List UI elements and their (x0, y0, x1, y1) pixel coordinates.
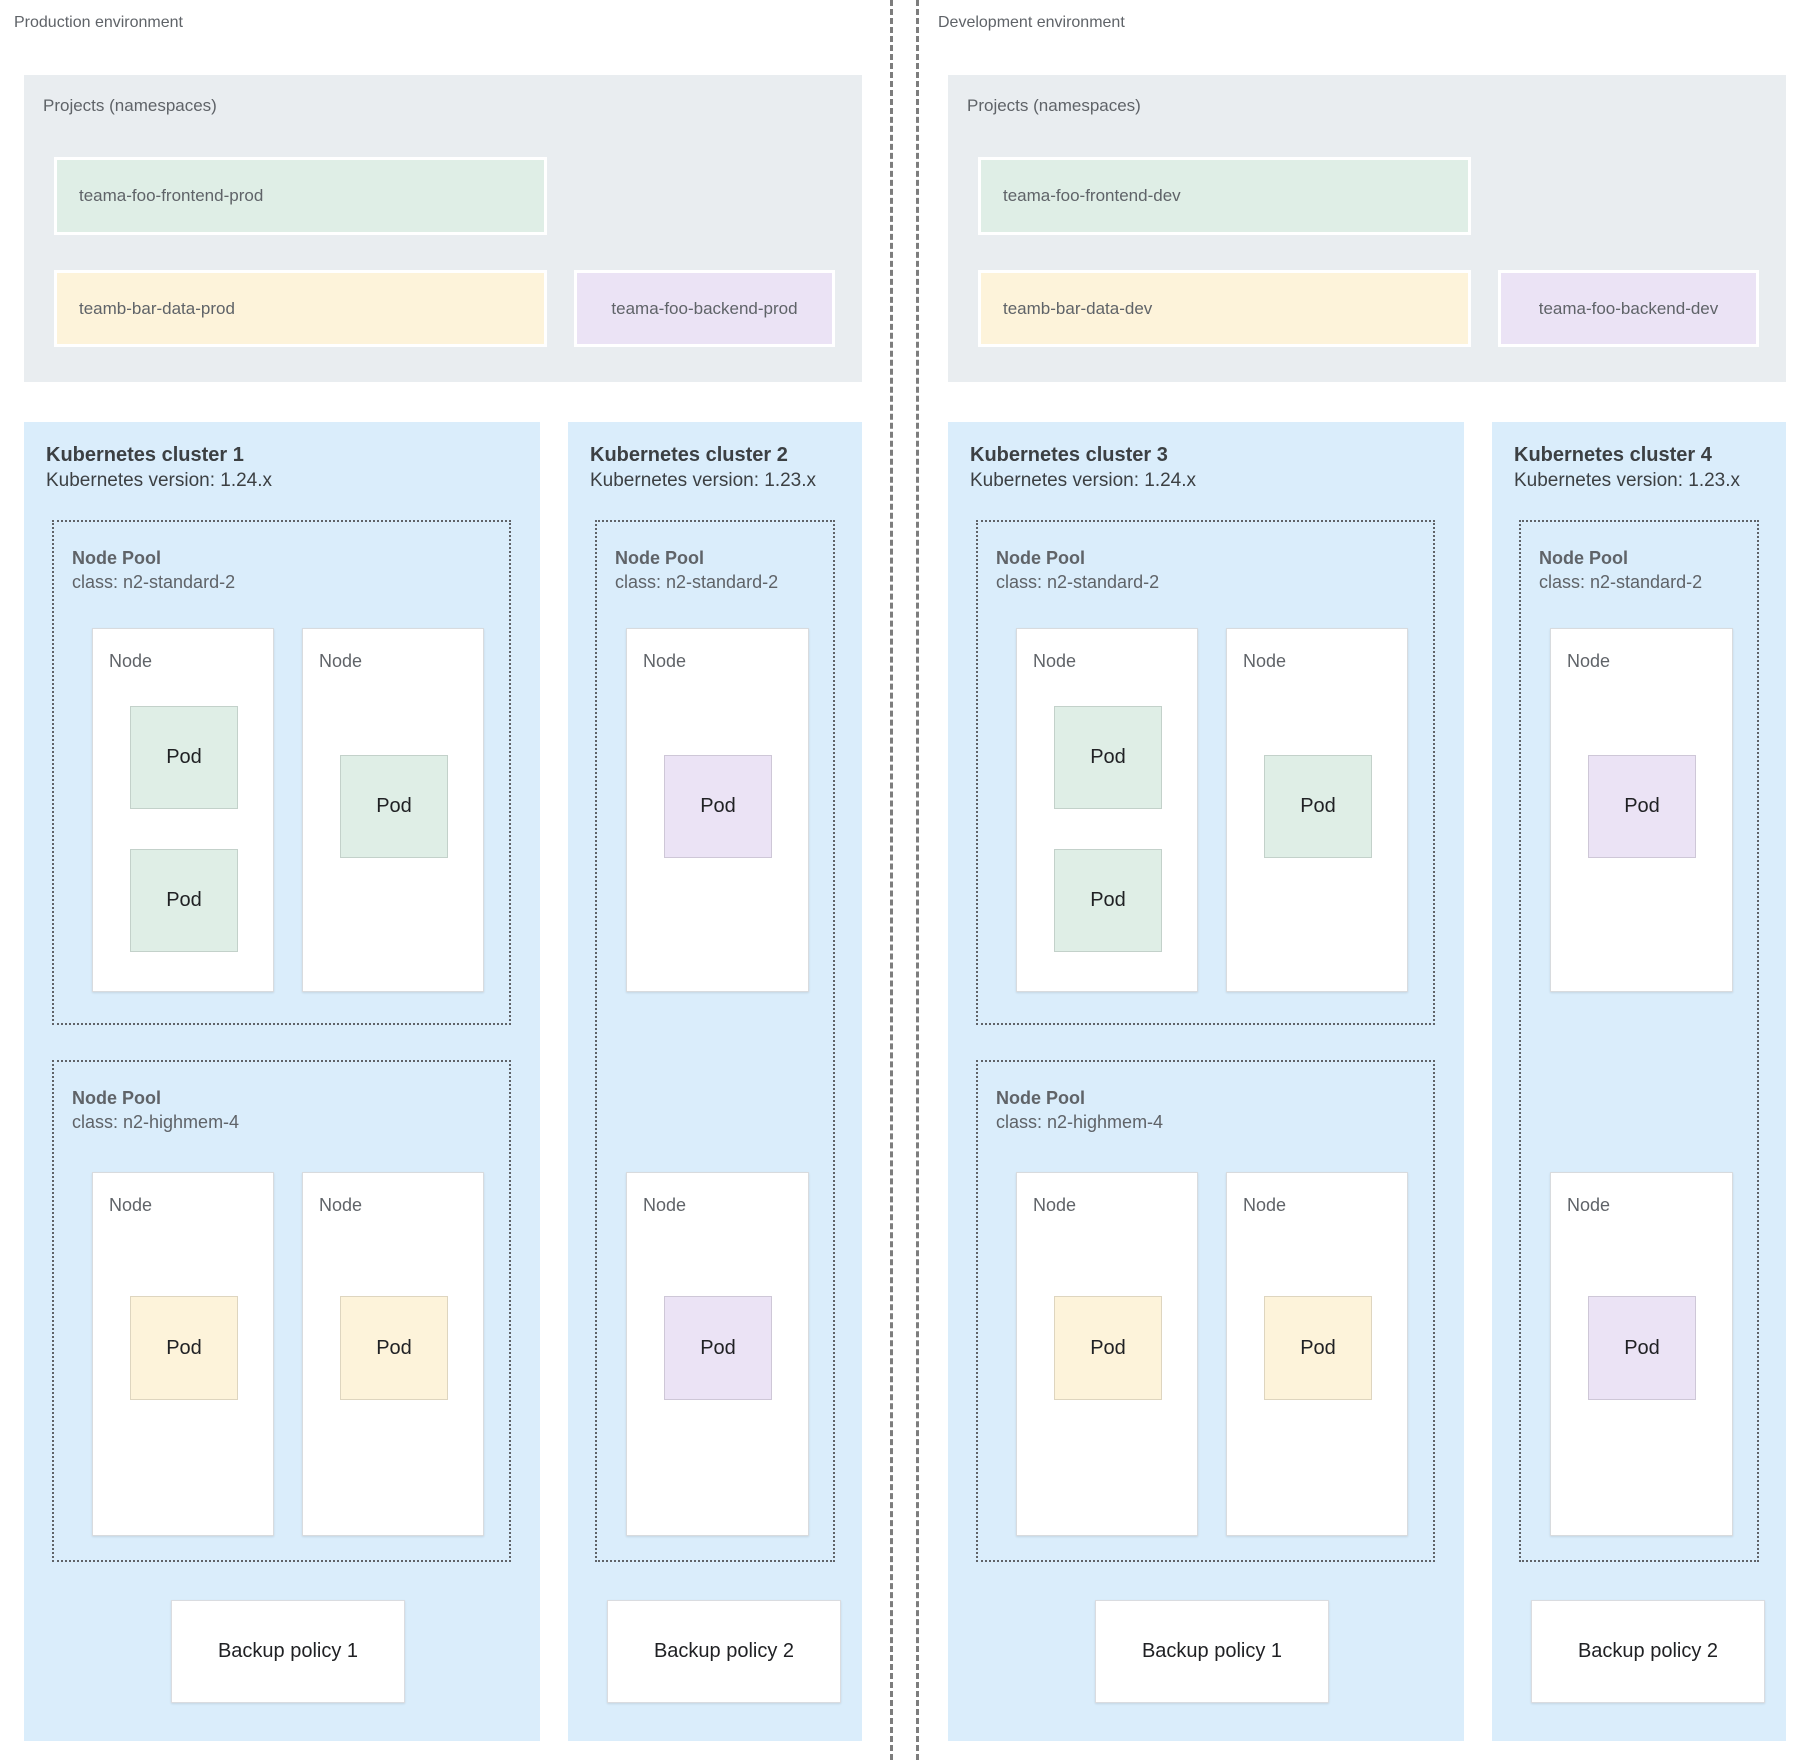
namespace-chip: teama-foo-frontend-dev (978, 157, 1471, 235)
namespace-chip: teama-foo-backend-dev (1498, 270, 1759, 347)
node-pool-title: Node Pool (1539, 548, 1628, 568)
node-box: Node Pod (1226, 1172, 1408, 1536)
cluster-box-2: Kubernetes cluster 2 Kubernetes version:… (568, 422, 862, 1741)
pod-box: Pod (1264, 1296, 1372, 1400)
cluster-version: Kubernetes version: 1.23.x (1514, 470, 1741, 491)
node-label: Node (1243, 651, 1287, 671)
node-pool-title: Node Pool (996, 1088, 1085, 1108)
cluster-version: Kubernetes version: 1.24.x (970, 470, 1197, 491)
cluster-box-4: Kubernetes cluster 4 Kubernetes version:… (1492, 422, 1786, 1741)
environment-label-development: Development environment (938, 14, 1125, 31)
node-box: Node Pod (1550, 1172, 1733, 1536)
cluster-box-3: Kubernetes cluster 3 Kubernetes version:… (948, 422, 1464, 1741)
projects-title: Projects (namespaces) (43, 96, 217, 115)
node-label: Node (319, 651, 363, 671)
node-label: Node (1567, 651, 1611, 671)
pod-box: Pod (1264, 755, 1372, 858)
node-pool: Node Pool class: n2-standard-2 Node Pod … (1519, 520, 1759, 1562)
node-pool-title: Node Pool (996, 548, 1085, 568)
node-pool-title: Node Pool (615, 548, 704, 568)
cluster-version: Kubernetes version: 1.24.x (46, 470, 273, 491)
cluster-title: Kubernetes cluster 2 (590, 444, 788, 466)
node-pool-title: Node Pool (72, 1088, 161, 1108)
cluster-version: Kubernetes version: 1.23.x (590, 470, 817, 491)
node-pool-class: class: n2-standard-2 (72, 572, 236, 592)
backup-policy-box: Backup policy 1 (171, 1600, 405, 1703)
backup-policy-box: Backup policy 2 (1531, 1600, 1765, 1703)
pod-box: Pod (664, 755, 772, 858)
pod-box: Pod (664, 1296, 772, 1400)
node-pool: Node Pool class: n2-highmem-4 Node Pod N… (52, 1060, 511, 1562)
node-label: Node (1033, 651, 1077, 671)
node-box: Node Pod (1016, 1172, 1198, 1536)
node-box: Node Pod (626, 1172, 809, 1536)
node-label: Node (643, 1195, 687, 1215)
node-pool: Node Pool class: n2-standard-2 Node Pod … (595, 520, 835, 1562)
pod-box: Pod (340, 755, 448, 858)
node-pool-title: Node Pool (72, 548, 161, 568)
node-label: Node (1567, 1195, 1611, 1215)
node-label: Node (643, 651, 687, 671)
cluster-title: Kubernetes cluster 3 (970, 444, 1168, 466)
node-box: Node Pod Pod (1016, 628, 1198, 992)
node-pool: Node Pool class: n2-standard-2 Node Pod … (976, 520, 1435, 1025)
environment-divider-line (890, 0, 893, 1760)
node-pool-class: class: n2-highmem-4 (996, 1112, 1164, 1132)
node-label: Node (109, 651, 153, 671)
node-pool-class: class: n2-standard-2 (615, 572, 779, 592)
pod-box: Pod (1054, 849, 1162, 952)
backup-policy-box: Backup policy 1 (1095, 1600, 1329, 1703)
node-label: Node (1243, 1195, 1287, 1215)
pod-box: Pod (130, 849, 238, 952)
environment-label-production: Production environment (14, 14, 183, 31)
node-box: Node Pod (302, 628, 484, 992)
pod-box: Pod (340, 1296, 448, 1400)
pod-box: Pod (1054, 1296, 1162, 1400)
node-box: Node Pod (626, 628, 809, 992)
pod-box: Pod (1588, 1296, 1696, 1400)
pod-box: Pod (1588, 755, 1696, 858)
node-box: Node Pod (1226, 628, 1408, 992)
projects-box-development: Projects (namespaces) teama-foo-frontend… (948, 75, 1786, 382)
cluster-box-1: Kubernetes cluster 1 Kubernetes version:… (24, 422, 540, 1741)
projects-title: Projects (namespaces) (967, 96, 1141, 115)
node-box: Node Pod (1550, 628, 1733, 992)
node-box: Node Pod (302, 1172, 484, 1536)
projects-box-production: Projects (namespaces) teama-foo-frontend… (24, 75, 862, 382)
pod-box: Pod (130, 706, 238, 809)
node-label: Node (1033, 1195, 1077, 1215)
cluster-title: Kubernetes cluster 1 (46, 444, 244, 466)
namespace-chip: teama-foo-backend-prod (574, 270, 835, 347)
namespace-chip: teamb-bar-data-prod (54, 270, 547, 347)
node-box: Node Pod Pod (92, 628, 274, 992)
backup-policy-box: Backup policy 2 (607, 1600, 841, 1703)
node-pool: Node Pool class: n2-highmem-4 Node Pod N… (976, 1060, 1435, 1562)
pod-box: Pod (1054, 706, 1162, 809)
node-pool-class: class: n2-standard-2 (996, 572, 1160, 592)
node-pool: Node Pool class: n2-standard-2 Node Pod … (52, 520, 511, 1025)
cluster-title: Kubernetes cluster 4 (1514, 444, 1712, 466)
namespace-chip: teama-foo-frontend-prod (54, 157, 547, 235)
namespace-chip: teamb-bar-data-dev (978, 270, 1471, 347)
environment-divider-line (916, 0, 919, 1760)
node-label: Node (109, 1195, 153, 1215)
node-pool-class: class: n2-standard-2 (1539, 572, 1703, 592)
node-pool-class: class: n2-highmem-4 (72, 1112, 240, 1132)
node-box: Node Pod (92, 1172, 274, 1536)
pod-box: Pod (130, 1296, 238, 1400)
node-label: Node (319, 1195, 363, 1215)
